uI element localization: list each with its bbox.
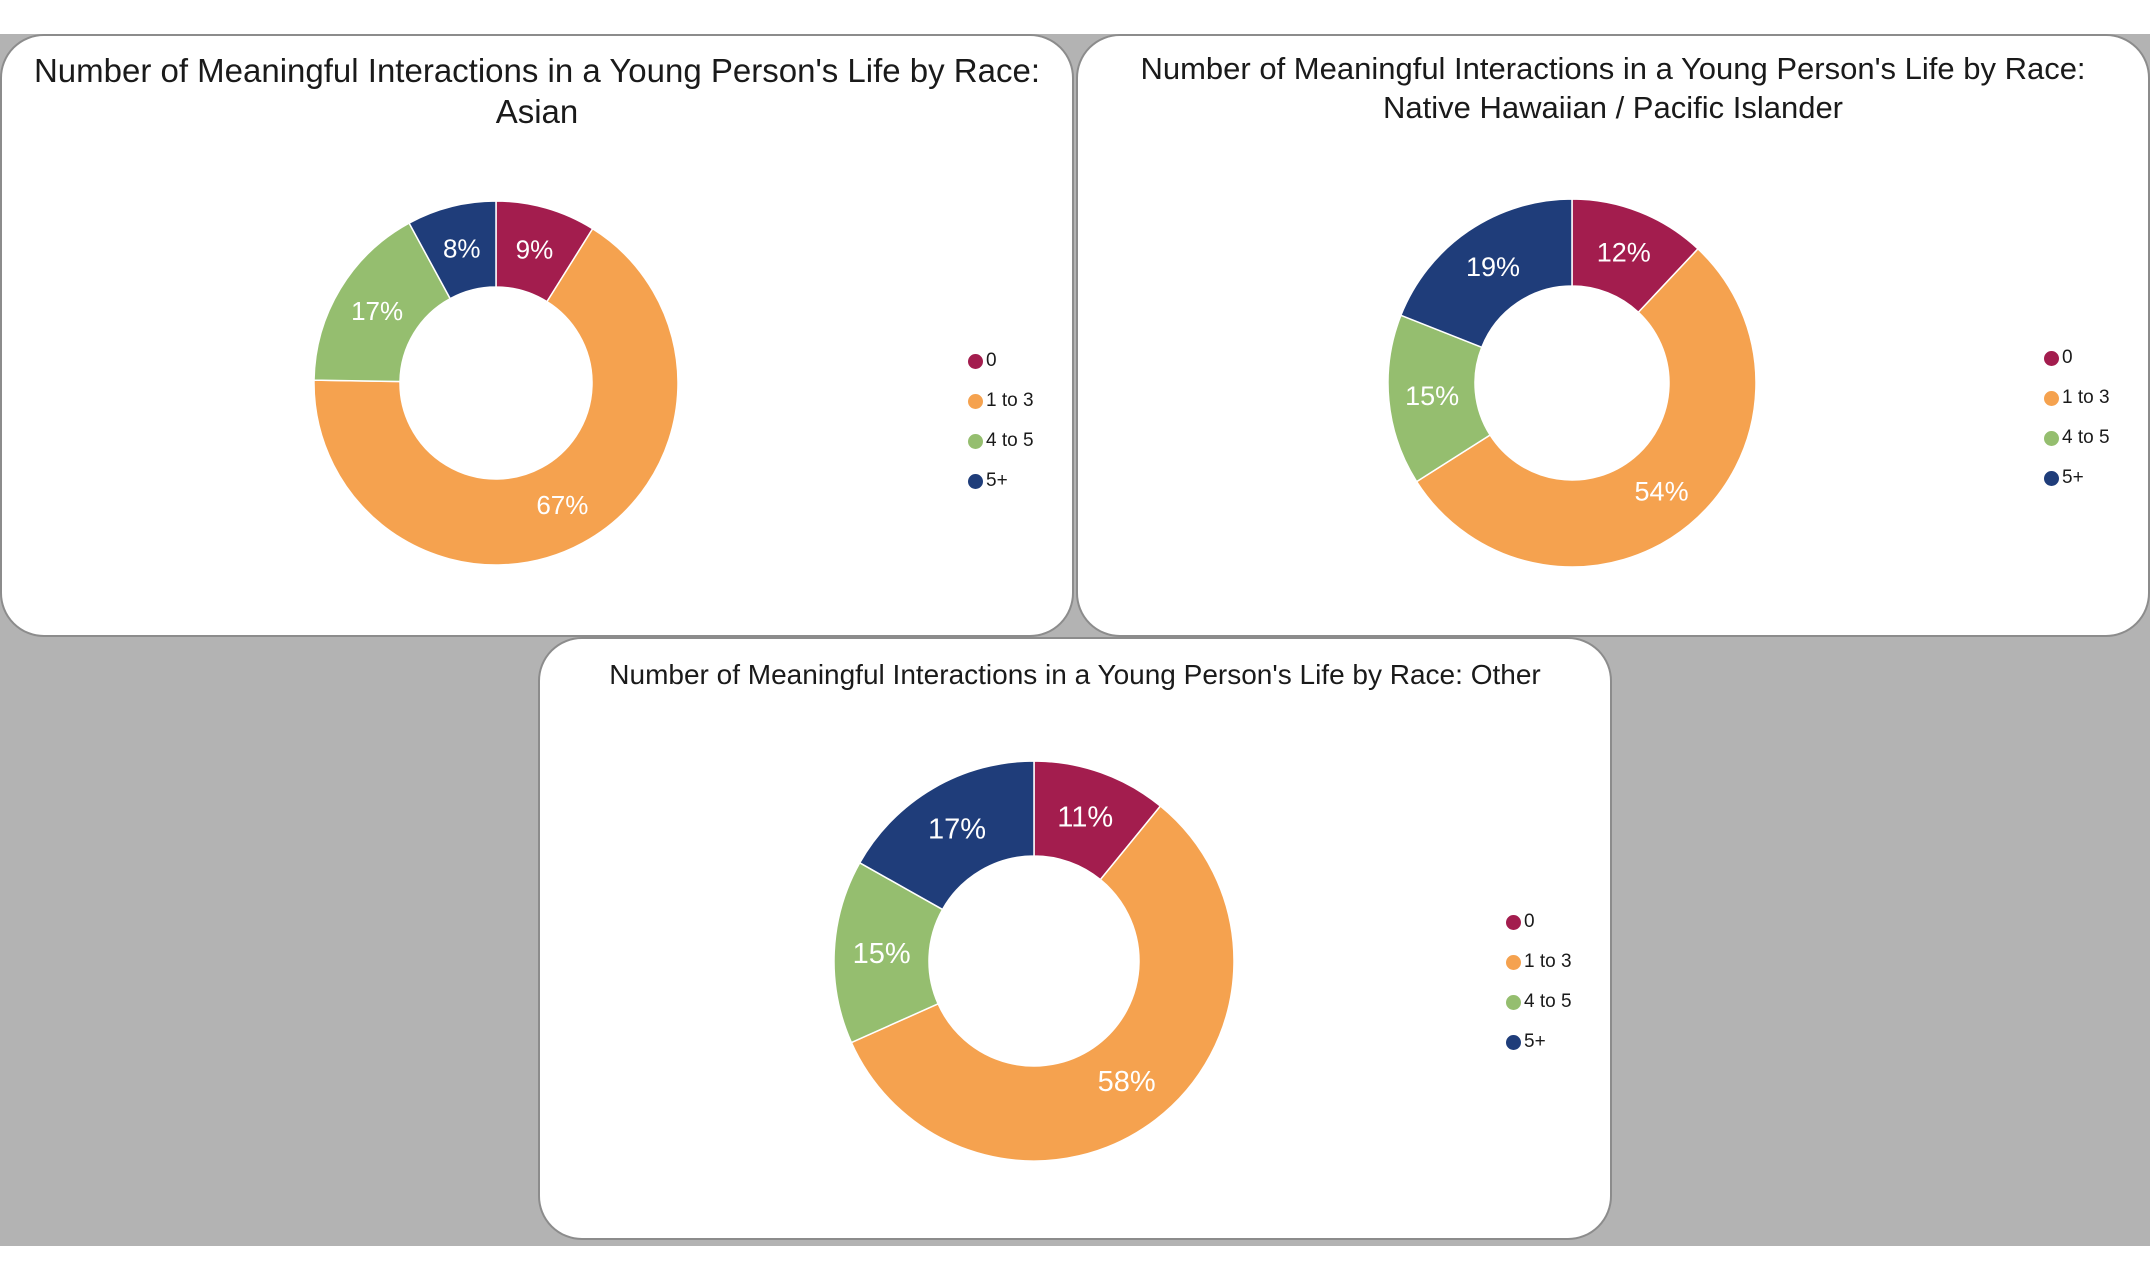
legend-label: 4 to 5 — [986, 430, 1034, 451]
legend-swatch — [1506, 994, 1521, 1010]
legend-item-0: 0 — [1506, 902, 1572, 942]
donut-chart: 9% 67% 17% 8% — [313, 200, 679, 566]
legend-label: 5+ — [1524, 1031, 1546, 1052]
legend-label: 0 — [986, 350, 997, 371]
legend-swatch — [2044, 430, 2059, 446]
donut-chart: 11% 58% 15% 17% — [833, 760, 1235, 1162]
chart-legend: 0 1 to 3 4 to 5 5+ — [1506, 902, 1572, 1062]
legend-label: 4 to 5 — [1524, 991, 1572, 1012]
legend-swatch — [1506, 954, 1521, 970]
chart-legend: 0 1 to 3 4 to 5 5+ — [2044, 338, 2110, 498]
donut-slice — [408, 200, 497, 300]
slice-data-label: 11% — [1057, 801, 1113, 833]
slice-data-label: 8% — [443, 233, 481, 263]
donut-slice — [858, 760, 1035, 911]
legend-item-0: 0 — [968, 341, 1034, 381]
slice-data-label: 9% — [516, 234, 554, 264]
slice-data-label: 15% — [1405, 381, 1459, 411]
legend-swatch — [2044, 350, 2059, 366]
donut-slice — [313, 222, 452, 383]
donut-chart: 12% 54% 15% 19% — [1387, 198, 1757, 568]
legend-item-5-plus: 5+ — [2044, 458, 2110, 498]
donut-slice — [850, 804, 1235, 1162]
legend-swatch — [2044, 470, 2059, 486]
legend-item-1-to-3: 1 to 3 — [1506, 942, 1572, 982]
donut-slice — [1399, 198, 1573, 349]
chart-panel-asian: Number of Meaningful Interactions in a Y… — [0, 34, 1074, 637]
chart-subtitle-line: Native Hawaiian / Pacific Islander — [1382, 89, 1844, 125]
legend-swatch — [968, 433, 983, 449]
slice-data-label: 67% — [536, 490, 588, 520]
slice-data-label: 19% — [1466, 252, 1520, 282]
chart-panel-other: Number of Meaningful Interactions in a Y… — [538, 637, 1612, 1240]
legend-label: 5+ — [2062, 467, 2084, 488]
chart-title-line: Number of Meaningful Interactions in a Y… — [1140, 51, 2086, 86]
chart-legend: 0 1 to 3 4 to 5 5+ — [968, 341, 1034, 501]
donut-slice — [1415, 247, 1757, 568]
legend-label: 1 to 3 — [1524, 951, 1572, 972]
legend-item-5-plus: 5+ — [1506, 1022, 1572, 1062]
chart-title: Number of Meaningful Interactions in a Y… — [1098, 50, 2128, 128]
chart-title: Number of Meaningful Interactions in a Y… — [560, 657, 1590, 692]
legend-swatch — [2044, 390, 2059, 406]
chart-panel-native-hawaiian: Number of Meaningful Interactions in a Y… — [1076, 34, 2150, 637]
legend-item-4-to-5: 4 to 5 — [1506, 982, 1572, 1022]
slice-data-label: 54% — [1635, 476, 1689, 506]
legend-label: 1 to 3 — [2062, 387, 2110, 408]
legend-swatch — [968, 473, 983, 489]
slice-data-label: 15% — [853, 938, 911, 970]
legend-swatch — [1506, 1034, 1521, 1050]
legend-item-1-to-3: 1 to 3 — [968, 381, 1034, 421]
legend-swatch — [1506, 914, 1521, 930]
legend-swatch — [968, 393, 983, 409]
slice-data-label: 17% — [351, 296, 403, 326]
slice-data-label: 58% — [1098, 1066, 1156, 1098]
legend-swatch — [968, 353, 983, 369]
legend-label: 0 — [1524, 911, 1535, 932]
chart-subtitle-line: Asian — [495, 93, 579, 131]
legend-item-4-to-5: 4 to 5 — [2044, 418, 2110, 458]
legend-label: 1 to 3 — [986, 390, 1034, 411]
legend-item-0: 0 — [2044, 338, 2110, 378]
legend-label: 0 — [2062, 347, 2073, 368]
chart-title: Number of Meaningful Interactions in a Y… — [22, 50, 1052, 133]
slice-data-label: 17% — [928, 813, 986, 845]
chart-title-line: Number of Meaningful Interactions in a Y… — [33, 52, 1041, 89]
legend-label: 4 to 5 — [2062, 427, 2110, 448]
slice-data-label: 12% — [1597, 237, 1651, 267]
chart-title-line: Number of Meaningful Interactions in a Y… — [609, 659, 1541, 690]
legend-item-4-to-5: 4 to 5 — [968, 421, 1034, 461]
donut-slice — [313, 227, 679, 566]
legend-item-1-to-3: 1 to 3 — [2044, 378, 2110, 418]
legend-label: 5+ — [986, 470, 1008, 491]
legend-item-5-plus: 5+ — [968, 461, 1034, 501]
